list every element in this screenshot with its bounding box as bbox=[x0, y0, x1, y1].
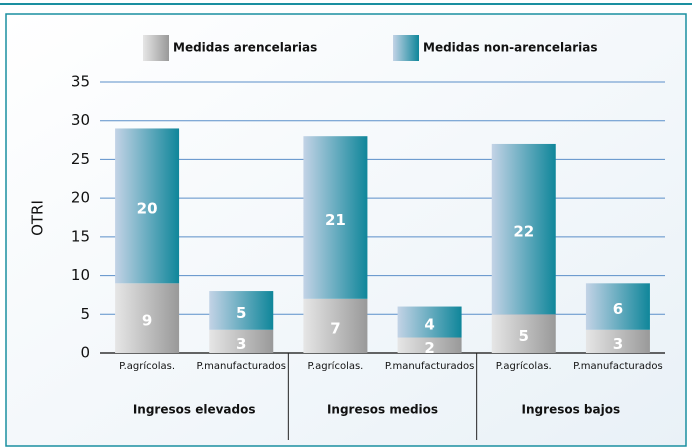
y-tick-label: 30 bbox=[71, 111, 90, 129]
value-label: 21 bbox=[325, 211, 346, 229]
y-tick-label: 20 bbox=[71, 189, 90, 207]
group-label: Ingresos bajos bbox=[522, 403, 621, 417]
y-tick-label: 10 bbox=[71, 266, 90, 284]
bar-segment bbox=[585, 329, 650, 353]
legend-label: Medidas arencelarias bbox=[173, 41, 317, 55]
y-tick-label: 35 bbox=[71, 73, 90, 91]
x-tick-label: P.agrícolas. bbox=[307, 360, 363, 372]
y-tick-label: 15 bbox=[71, 227, 90, 245]
legend-swatch bbox=[143, 35, 169, 61]
group-label: Ingresos medios bbox=[327, 403, 438, 417]
legend-swatch bbox=[393, 35, 419, 61]
value-label: 5 bbox=[236, 304, 246, 322]
bar-segment bbox=[491, 143, 556, 315]
value-label: 7 bbox=[330, 319, 340, 337]
y-tick-label: 0 bbox=[80, 344, 90, 362]
group-label: Ingresos elevados bbox=[133, 403, 256, 417]
value-label: 22 bbox=[513, 223, 534, 241]
bar-segment bbox=[115, 128, 180, 284]
x-tick-label: P.agrícolas. bbox=[119, 360, 175, 372]
y-tick-label: 5 bbox=[80, 305, 90, 323]
value-label: 20 bbox=[137, 199, 158, 217]
bar-segment bbox=[303, 298, 368, 353]
value-label: 3 bbox=[236, 335, 246, 353]
bar-segment bbox=[397, 306, 462, 338]
bar-segment bbox=[209, 329, 274, 353]
value-label: 2 bbox=[424, 339, 434, 357]
bar-segment bbox=[585, 283, 650, 330]
value-label: 9 bbox=[142, 312, 152, 330]
x-tick-label: P.manufacturados bbox=[573, 361, 663, 372]
y-axis-label: OTRI bbox=[29, 200, 47, 236]
value-label: 4 bbox=[424, 316, 434, 334]
y-tick-label: 25 bbox=[71, 150, 90, 168]
x-tick-label: P.agrícolas. bbox=[496, 360, 552, 372]
legend-label: Medidas non-arencelarias bbox=[423, 41, 598, 55]
value-label: 6 bbox=[613, 300, 623, 318]
value-label: 5 bbox=[519, 327, 529, 345]
value-label: 3 bbox=[613, 335, 623, 353]
bar-segment bbox=[115, 283, 180, 353]
bar-segment bbox=[397, 337, 462, 353]
bar-segment bbox=[209, 291, 274, 330]
bar-segment bbox=[303, 136, 368, 299]
x-tick-label: P.manufacturados bbox=[385, 361, 475, 372]
bar-segment bbox=[491, 314, 556, 353]
x-tick-label: P.manufacturados bbox=[196, 361, 286, 372]
